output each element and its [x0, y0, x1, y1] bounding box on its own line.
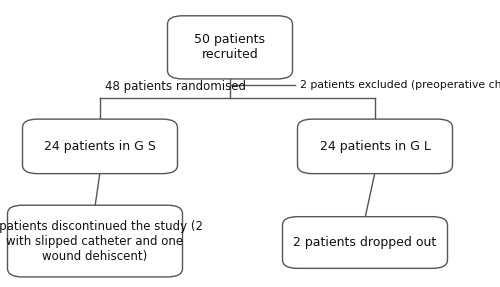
FancyBboxPatch shape: [298, 119, 452, 174]
Text: 50 patients
recruited: 50 patients recruited: [194, 33, 266, 61]
Text: 24 patients in G L: 24 patients in G L: [320, 140, 430, 153]
Text: 2 patients excluded (preoperative chemotherapy): 2 patients excluded (preoperative chemot…: [300, 80, 500, 90]
Text: 2 patients dropped out: 2 patients dropped out: [294, 236, 436, 249]
FancyBboxPatch shape: [282, 217, 448, 268]
Text: 48 patients randomised: 48 patients randomised: [105, 80, 246, 93]
Text: 3 patients discontinued the study (2
with slipped catheter and one
wound dehisce: 3 patients discontinued the study (2 wit…: [0, 220, 202, 263]
FancyBboxPatch shape: [168, 16, 292, 79]
Text: 24 patients in G S: 24 patients in G S: [44, 140, 156, 153]
FancyBboxPatch shape: [8, 205, 182, 277]
FancyBboxPatch shape: [22, 119, 178, 174]
